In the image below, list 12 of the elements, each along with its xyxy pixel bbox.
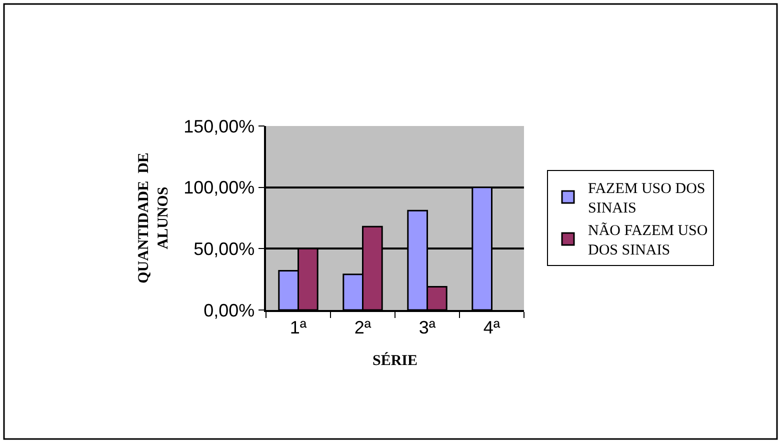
y-tick-label: 100,00% <box>184 178 255 198</box>
y-tick-label: 50,00% <box>194 238 255 259</box>
x-tick-label: 1ª <box>290 317 307 338</box>
y-tick-label: 150,00% <box>184 116 255 136</box>
legend-label: NÃO FAZEM USO DOS SINAIS <box>588 222 708 259</box>
y-tick-label: 0,00% <box>204 300 255 320</box>
x-axis-title: SÉRIE <box>372 352 418 369</box>
y-axis-title: QUANTIDADE DE ALUNOS <box>136 152 172 284</box>
x-tick-label: 3ª <box>418 317 436 338</box>
legend-label: FAZEM USO DOS SINAIS <box>588 181 706 217</box>
x-tick-label: 2ª <box>354 317 372 338</box>
x-tick-label: 4ª <box>483 317 500 338</box>
